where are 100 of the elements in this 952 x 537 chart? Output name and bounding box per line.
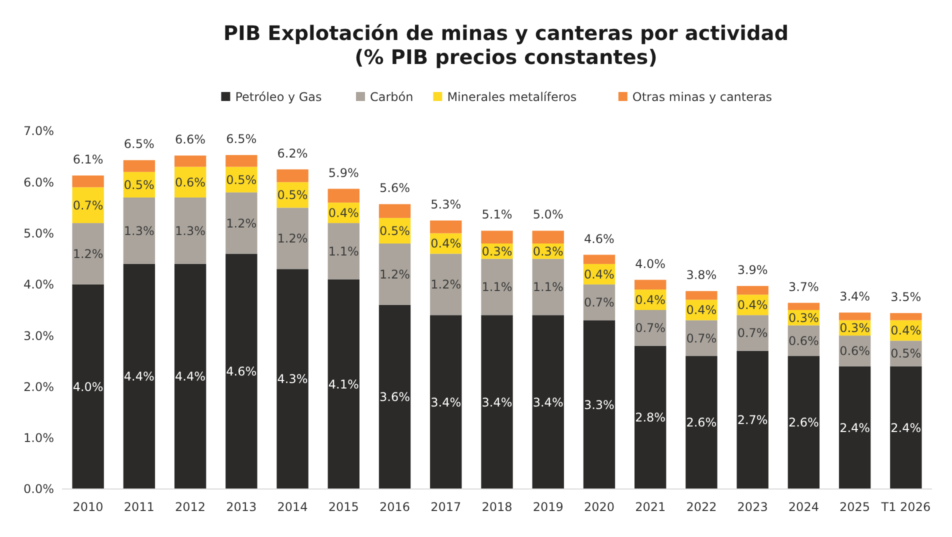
data-label: 2.7% xyxy=(737,413,768,428)
data-label: 4.1% xyxy=(328,377,359,392)
total-label: 5.6% xyxy=(380,181,410,196)
bar xyxy=(583,254,616,264)
data-label: 0.4% xyxy=(328,206,359,220)
total-label: 4.0% xyxy=(635,256,666,271)
data-label: 3.4% xyxy=(532,395,564,410)
data-label: 0.5% xyxy=(890,346,922,361)
bar xyxy=(532,258,564,316)
data-label: 0.7% xyxy=(686,331,717,346)
data-label: 0.5% xyxy=(226,172,257,187)
bar xyxy=(583,320,616,489)
x-tick-label: 2015 xyxy=(328,500,359,514)
y-tick-label: 5.0% xyxy=(24,226,54,240)
x-tick-label: 2019 xyxy=(532,500,564,514)
bar xyxy=(634,280,666,290)
data-label: 1.2% xyxy=(380,267,410,282)
data-label: 0.7% xyxy=(72,198,104,212)
data-label: 0.6% xyxy=(175,175,206,190)
total-label: 5.1% xyxy=(482,208,512,222)
x-tick-label: T1 2026 xyxy=(880,500,931,514)
bar xyxy=(123,264,156,489)
data-label: 2.4% xyxy=(840,420,870,435)
bar xyxy=(430,315,462,489)
bar xyxy=(686,356,718,489)
data-label: 0.4% xyxy=(430,236,462,251)
bar xyxy=(481,258,513,316)
x-tick-label: 2014 xyxy=(277,500,308,514)
data-label: 0.3% xyxy=(482,244,512,258)
x-tick-label: 2021 xyxy=(635,500,666,514)
bar xyxy=(328,223,360,280)
bar xyxy=(430,254,462,316)
y-tick-label: 2.0% xyxy=(24,380,54,394)
x-tick-label: 2013 xyxy=(226,500,257,514)
bar xyxy=(276,169,308,182)
x-tick-label: 2016 xyxy=(379,500,410,514)
x-tick-label: 2010 xyxy=(72,500,104,514)
data-label: 1.3% xyxy=(175,224,206,238)
data-label: 2.8% xyxy=(635,410,666,425)
data-label: 4.4% xyxy=(124,370,154,384)
bar xyxy=(890,366,922,489)
bar xyxy=(788,356,820,489)
data-label: 0.6% xyxy=(788,334,819,348)
data-label: 0.4% xyxy=(686,303,717,318)
bar xyxy=(736,350,768,489)
total-label: 5.9% xyxy=(328,166,359,180)
bar xyxy=(634,310,666,346)
bar xyxy=(634,346,666,489)
data-label: 0.5% xyxy=(124,178,154,192)
bar xyxy=(72,175,104,188)
data-label: 1.1% xyxy=(532,280,564,294)
bar xyxy=(788,302,820,310)
bar xyxy=(226,254,258,489)
data-label: 0.7% xyxy=(635,321,666,336)
bar xyxy=(736,286,768,295)
bar xyxy=(481,315,513,489)
data-label: 0.5% xyxy=(277,188,308,202)
legend-label: Carbón xyxy=(370,90,414,104)
data-label: 4.3% xyxy=(277,372,308,386)
bar xyxy=(532,315,564,489)
total-label: 6.1% xyxy=(72,152,104,166)
bar xyxy=(174,156,206,167)
bar xyxy=(686,291,718,300)
bar xyxy=(174,197,206,264)
bar xyxy=(686,320,718,356)
data-label: 0.7% xyxy=(737,326,768,340)
bar xyxy=(838,312,871,320)
data-label: 0.3% xyxy=(532,244,564,258)
data-label: 1.2% xyxy=(72,246,104,261)
data-label: 3.6% xyxy=(380,390,410,404)
x-tick-label: 2017 xyxy=(430,500,462,514)
total-label: 3.7% xyxy=(788,280,819,294)
chart-title: PIB Explotación de minas y canteras por actividad (% PIB precios constantes) xyxy=(223,21,789,69)
bar xyxy=(838,366,871,489)
y-tick-label: 3.0% xyxy=(24,328,54,343)
total-label: 3.4% xyxy=(840,290,870,304)
bar xyxy=(890,313,922,320)
x-tick-label: 2023 xyxy=(737,500,768,514)
bar xyxy=(430,220,462,234)
data-label: 1.1% xyxy=(482,280,512,294)
data-label: 1.2% xyxy=(430,278,462,292)
bar xyxy=(226,155,258,167)
data-label: 0.4% xyxy=(584,267,614,282)
y-tick-label: 4.0% xyxy=(24,278,54,292)
legend-label: Minerales metalíferos xyxy=(447,90,577,104)
bar xyxy=(72,284,104,489)
data-label: 1.1% xyxy=(328,244,359,258)
x-tick-label: 2011 xyxy=(124,500,154,514)
data-label: 1.2% xyxy=(226,216,257,230)
bar xyxy=(328,279,360,489)
data-label: 1.3% xyxy=(124,224,154,238)
data-label: 0.4% xyxy=(635,292,666,307)
total-label: 3.8% xyxy=(686,268,717,282)
bar xyxy=(226,192,258,254)
data-label: 2.4% xyxy=(890,420,922,435)
bar xyxy=(481,230,513,244)
x-tick-label: 2025 xyxy=(840,500,870,514)
data-label: 0.6% xyxy=(840,344,870,358)
data-label: 2.6% xyxy=(788,416,819,430)
total-label: 5.0% xyxy=(532,208,564,222)
